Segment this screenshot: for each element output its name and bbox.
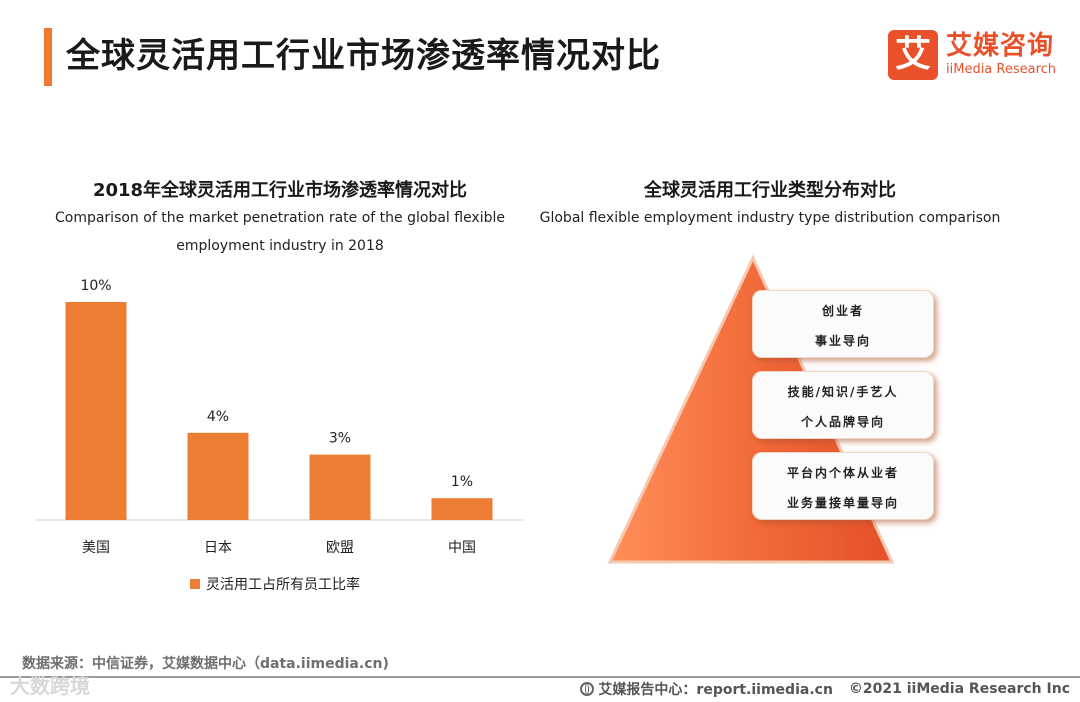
brand-name-cn: 艾媒咨询 bbox=[946, 31, 1055, 61]
report-center-link[interactable]: 艾媒报告中心：report.iimedia.cn bbox=[598, 682, 833, 698]
brand-logo[interactable]: 艾 艾媒咨询 iiMedia Research bbox=[888, 30, 1068, 84]
pyramid-title: 全球灵活用工行业类型分布对比 bbox=[644, 180, 896, 201]
bar-chart: 10% 美国 4% 日本 3% 欧盟 1% 中国 bbox=[35, 278, 523, 556]
legend-label: 灵活用工占所有员工比率 bbox=[206, 577, 360, 593]
pyramid-level-1-title: 创业者 bbox=[821, 304, 864, 318]
bar-3 bbox=[431, 498, 493, 520]
data-label-0: 10% bbox=[80, 278, 111, 294]
bar-chart-subtitle-line2: employment industry in 2018 bbox=[176, 238, 384, 254]
globe-icon bbox=[580, 682, 595, 696]
pyramid-subtitle: Global flexible employment industry type… bbox=[539, 210, 1001, 226]
pyramid-level-2: 技能/知识/手艺人 个人品牌导向 bbox=[752, 371, 934, 439]
pyramid-level-2-desc: 个人品牌导向 bbox=[800, 415, 885, 429]
footer-info: 艾媒报告中心：report.iimedia.cn ©2021 iiMedia R… bbox=[580, 679, 1070, 699]
pyramid-level-3-desc: 业务量接单量导向 bbox=[786, 496, 899, 510]
page-title: 全球灵活用工行业市场渗透率情况对比 bbox=[66, 36, 661, 76]
copyright: ©2021 iiMedia Research Inc bbox=[848, 681, 1070, 697]
bar-0 bbox=[65, 302, 127, 520]
bar-1 bbox=[187, 432, 249, 520]
data-label-2: 3% bbox=[329, 431, 351, 447]
category-label-2: 欧盟 bbox=[326, 540, 354, 556]
brand-logo-icon: 艾 bbox=[888, 30, 938, 80]
title-accent-bar bbox=[44, 28, 52, 86]
brand-name-en: iiMedia Research bbox=[946, 62, 1057, 77]
bar-chart-title: 2018年全球灵活用工行业市场渗透率情况对比 bbox=[92, 180, 468, 201]
legend-swatch bbox=[190, 579, 200, 589]
category-label-0: 美国 bbox=[82, 540, 110, 556]
data-label-1: 4% bbox=[207, 409, 229, 425]
bar-2 bbox=[309, 454, 371, 520]
watermark: 大数跨境 bbox=[10, 674, 90, 698]
pyramid-level-2-title: 技能/知识/手艺人 bbox=[787, 385, 899, 399]
category-label-1: 日本 bbox=[204, 540, 232, 556]
chart-legend: 灵活用工占所有员工比率 bbox=[190, 574, 360, 594]
data-label-3: 1% bbox=[451, 474, 473, 490]
data-source: 数据来源：中信证券，艾媒数据中心（data.iimedia.cn) bbox=[22, 656, 389, 672]
pyramid-level-3-title: 平台内个体从业者 bbox=[786, 466, 899, 480]
pyramid-level-1-desc: 事业导向 bbox=[814, 334, 871, 348]
category-label-3: 中国 bbox=[448, 540, 476, 556]
pyramid-level-1: 创业者 事业导向 bbox=[752, 290, 934, 358]
footer-divider bbox=[0, 676, 1080, 678]
bar-chart-subtitle-line1: Comparison of the market penetration rat… bbox=[54, 210, 505, 226]
pyramid-level-3: 平台内个体从业者 业务量接单量导向 bbox=[752, 452, 934, 520]
